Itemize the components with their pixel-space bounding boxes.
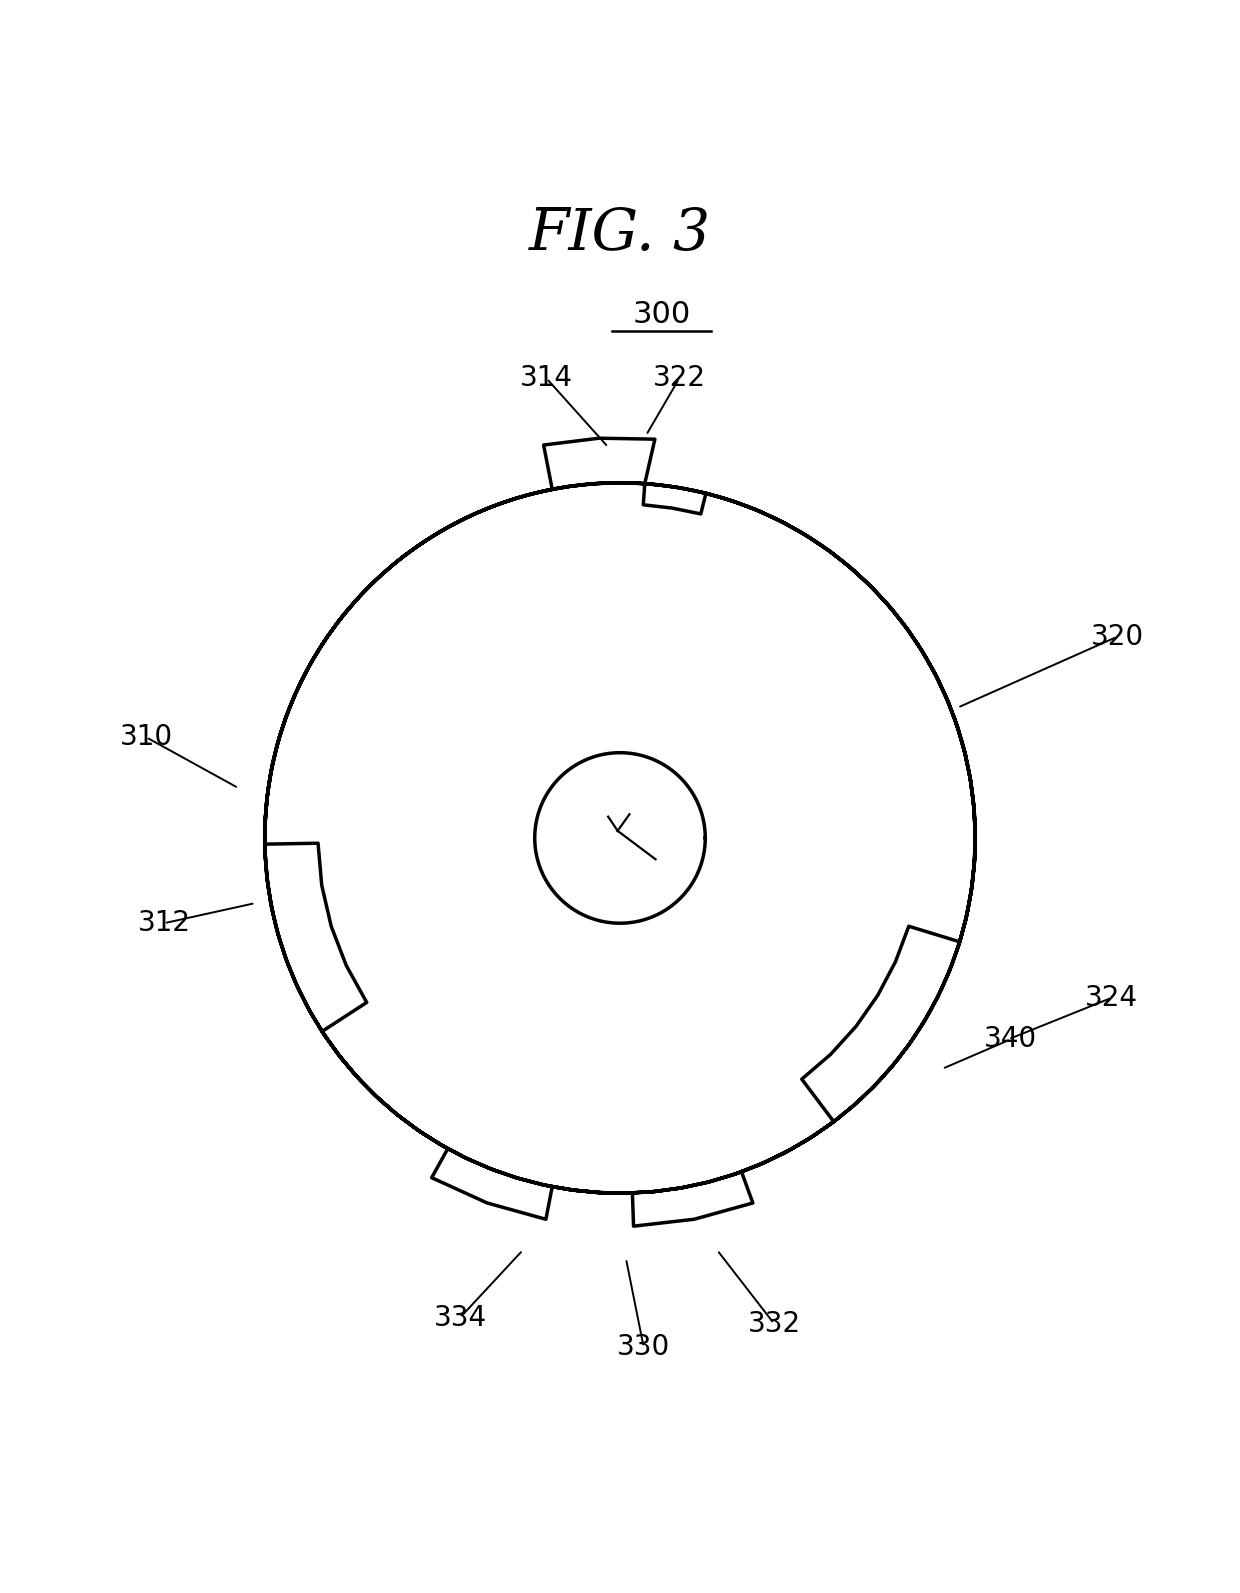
Text: 312: 312 <box>138 910 191 937</box>
Text: 310: 310 <box>120 723 172 752</box>
Text: 332: 332 <box>748 1309 801 1338</box>
Text: 330: 330 <box>618 1333 671 1360</box>
Text: 340: 340 <box>985 1026 1038 1053</box>
Text: 334: 334 <box>434 1303 486 1332</box>
Text: 322: 322 <box>652 365 706 392</box>
Text: 314: 314 <box>520 365 573 392</box>
Text: FIG. 3: FIG. 3 <box>529 205 711 263</box>
Text: 324: 324 <box>1085 984 1138 1012</box>
Text: 300: 300 <box>632 299 691 328</box>
Text: 320: 320 <box>1091 623 1145 650</box>
